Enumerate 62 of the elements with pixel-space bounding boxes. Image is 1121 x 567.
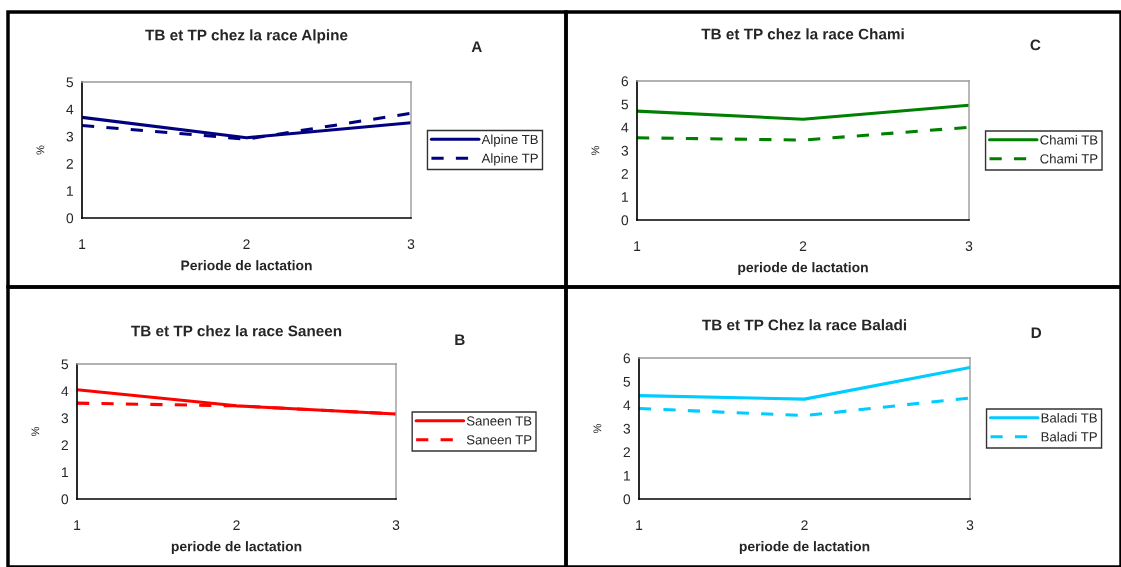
x-tick-label: 1 — [634, 241, 641, 251]
text: B — [455, 334, 465, 345]
legend-label: Chami TP — [1040, 153, 1098, 164]
y-tick-label: 2 — [621, 169, 628, 179]
y-tick-label: 5 — [623, 376, 631, 387]
legend-label: Chami TB — [1040, 134, 1098, 145]
x-tick-label: 2 — [801, 520, 808, 530]
y-tick-label: 4 — [61, 386, 69, 397]
y-axis-title: % — [31, 426, 40, 437]
y-tick-label: 6 — [623, 353, 631, 364]
y-tick-label: 5 — [61, 359, 69, 370]
x-tick-label: 2 — [233, 520, 240, 530]
x-tick-label: 3 — [966, 520, 974, 531]
x-axis-title: periode de lactation — [739, 541, 870, 555]
x-tick-label: 3 — [392, 520, 400, 531]
y-tick-label: 3 — [61, 413, 69, 424]
chart-title: TB et TP chez la race Chami — [701, 28, 904, 40]
legend-label: Saneen TP — [466, 435, 532, 445]
y-tick-label: 4 — [66, 104, 74, 115]
x-tick-label: 2 — [243, 239, 250, 249]
y-tick-label: 3 — [66, 131, 74, 142]
legend-label: Baladi TB — [1041, 412, 1097, 423]
y-tick-label: 0 — [66, 213, 74, 224]
x-axis-title: periode de lactation — [738, 262, 868, 276]
text: C — [1030, 39, 1041, 51]
y-tick-label: 0 — [623, 494, 631, 505]
x-tick-label: 3 — [965, 241, 973, 252]
x-tick-label: 3 — [407, 239, 415, 250]
text: D — [1031, 327, 1042, 338]
y-tick-label: 0 — [61, 494, 69, 505]
y-tick-label: 2 — [61, 440, 68, 451]
x-axis-title: Periode de lactation — [181, 260, 312, 271]
y-tick-label: 2 — [623, 447, 630, 458]
y-axis-title: % — [36, 145, 45, 155]
y-tick-label: 1 — [622, 192, 628, 202]
legend-label: Alpine TP — [481, 153, 538, 166]
chart-title: TB et TP chez la race Alpine — [145, 29, 348, 44]
y-tick-label: 0 — [621, 215, 629, 226]
x-tick-label: 2 — [799, 241, 807, 251]
y-tick-label: 1 — [624, 470, 630, 481]
y-tick-label: 1 — [62, 467, 68, 478]
legend-label: Alpine TB — [481, 134, 538, 147]
x-axis-title: periode de lactation — [171, 541, 302, 555]
text: A — [471, 41, 482, 52]
legend-label: Saneen TB — [466, 416, 532, 426]
y-tick-label: 5 — [621, 99, 629, 110]
y-tick-label: 5 — [66, 77, 74, 88]
y-tick-label: 4 — [621, 122, 629, 133]
chart-title: TB et TP chez la race Saneen — [131, 325, 342, 337]
y-tick-label: 6 — [621, 76, 629, 87]
y-tick-label: 3 — [623, 423, 631, 434]
x-tick-label: 1 — [74, 520, 81, 530]
x-tick-label: 1 — [79, 239, 86, 249]
y-tick-label: 1 — [67, 186, 73, 196]
y-axis-title: % — [591, 145, 600, 156]
y-tick-label: 4 — [623, 400, 631, 411]
y-tick-label: 2 — [66, 158, 73, 169]
legend-label: Baladi TP — [1041, 431, 1097, 442]
chart-title: TB et TP Chez la race Baladi — [702, 319, 907, 331]
y-axis-title: % — [593, 423, 602, 434]
x-tick-label: 1 — [636, 520, 643, 530]
y-tick-label: 3 — [621, 145, 629, 156]
